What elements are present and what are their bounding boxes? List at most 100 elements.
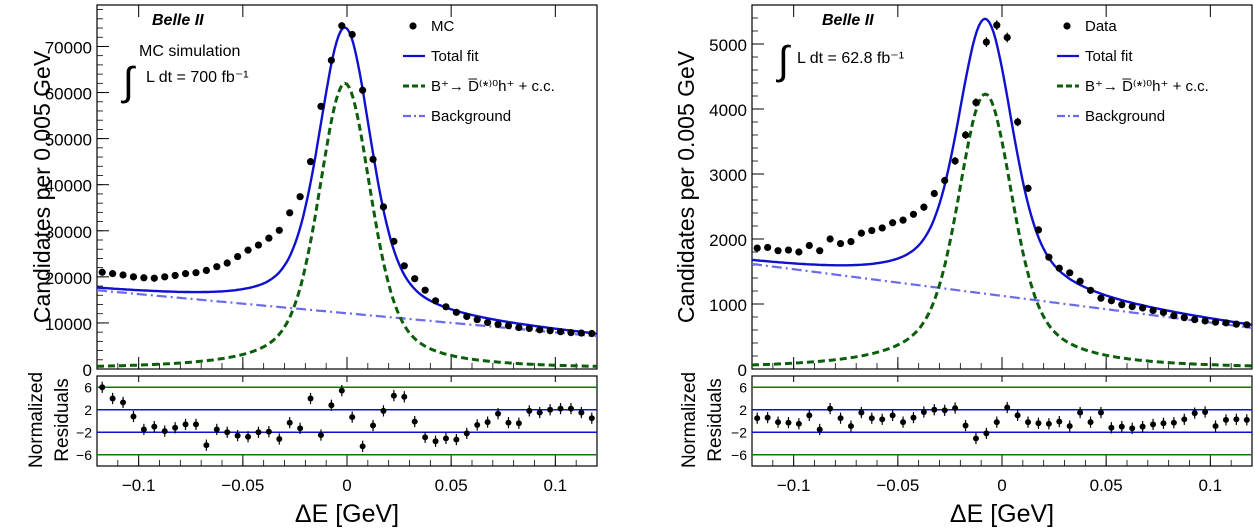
data-point: [1107, 297, 1115, 305]
data-point: [265, 234, 273, 242]
residual-point: [99, 384, 106, 391]
residual-point: [172, 424, 179, 431]
data-point: [515, 323, 523, 332]
residual-tick-label: 2: [84, 402, 92, 418]
data-point: [327, 56, 335, 64]
residual-point: [920, 409, 927, 415]
residual-point: [858, 409, 865, 416]
residual-tick-label: 6: [739, 379, 747, 395]
data-point: [1149, 306, 1157, 315]
data-point: [421, 286, 429, 294]
x-tick-label: 0.1: [544, 476, 568, 495]
residual-point: [1150, 421, 1157, 428]
data-point: [463, 312, 471, 321]
residual-point: [1004, 404, 1011, 411]
residual-tick-label: −6: [731, 447, 747, 463]
residual-point: [255, 429, 262, 436]
data-point: [306, 158, 315, 166]
data-point: [359, 86, 367, 94]
data-point: [452, 308, 460, 316]
residual-point: [390, 392, 397, 399]
residual-point: [1108, 424, 1115, 431]
luminosity-line-1: L dt = 62.8 fb⁻¹: [797, 50, 904, 67]
data-point: [805, 241, 813, 250]
data-point: [109, 270, 117, 278]
residual-point: [764, 414, 771, 421]
data-point: [1066, 269, 1074, 277]
data-point: [150, 274, 158, 282]
chart-panel-2: 0 1000 2000 3000 4000 5000 −0.1 −0.05 0 0.05 0.1 ΔE…: [673, 4, 1253, 528]
data-point: [254, 241, 263, 249]
residual-point: [775, 419, 782, 426]
residual-axis-label-line2: Residuals: [52, 378, 73, 461]
residual-point: [1222, 416, 1229, 423]
residual-point: [547, 406, 554, 413]
luminosity-line-1: MC simulation: [139, 43, 240, 60]
data-point: [1201, 317, 1209, 325]
y-tick-label: 20000: [45, 269, 92, 288]
residual-point: [816, 426, 823, 433]
x-tick-label: 0.05: [1090, 476, 1123, 495]
data-point: [868, 226, 876, 235]
residual-tick-label: −2: [731, 424, 747, 440]
residual-point: [307, 395, 314, 402]
residual-point: [1066, 423, 1073, 430]
data-point: [982, 38, 990, 46]
data-point: [275, 226, 283, 234]
residual-point: [931, 406, 938, 413]
data-point: [411, 275, 419, 283]
data-point: [379, 203, 388, 211]
data-point: [213, 263, 221, 271]
data-point: [1128, 303, 1136, 311]
data-point: [192, 269, 200, 277]
residual-point: [962, 422, 969, 429]
residual-point: [203, 442, 210, 449]
residual-point: [910, 414, 917, 421]
residual-point: [847, 423, 854, 430]
data-point: [1232, 320, 1240, 328]
x-tick-label: −0.05: [876, 476, 919, 495]
background-curve: [751, 262, 1253, 329]
legend-label: Background: [431, 108, 511, 125]
y-tick-label: 50000: [45, 131, 92, 150]
data-point: [525, 324, 533, 333]
legend-marker: [409, 22, 417, 30]
legend-label: Data: [1085, 18, 1117, 35]
data-point: [473, 316, 481, 324]
data-point: [784, 246, 793, 254]
y-axis-label: Candidates per 0.005 GeV: [673, 50, 699, 323]
y-tick-label: 3000: [709, 166, 747, 185]
data-point: [764, 243, 772, 252]
data-point: [348, 30, 356, 39]
residual-point: [338, 387, 345, 394]
residual-point: [140, 426, 147, 433]
residual-point: [245, 433, 252, 440]
residual-point: [359, 443, 366, 450]
data-point: [234, 252, 242, 261]
data-point: [1159, 308, 1168, 317]
x-tick-label: −0.05: [221, 476, 264, 495]
data-point: [753, 244, 761, 252]
residual-point: [1170, 419, 1177, 426]
data-point: [857, 229, 865, 237]
residual-point: [972, 435, 979, 442]
data-point: [577, 329, 585, 337]
data-point: [202, 266, 210, 274]
data-point: [567, 329, 575, 337]
residual-point: [1014, 412, 1021, 419]
data-point: [484, 318, 492, 327]
residual-point: [151, 423, 158, 430]
data-point: [899, 216, 907, 224]
data-point: [317, 102, 325, 110]
data-point: [536, 326, 544, 334]
data-point: [1055, 264, 1063, 272]
residual-point: [495, 410, 502, 417]
data-point: [795, 248, 803, 256]
integral-sign: ∫: [776, 39, 792, 83]
data-point: [1034, 226, 1043, 234]
y-tick-label: 1000: [709, 296, 747, 315]
data-point: [546, 327, 554, 335]
residual-point: [120, 399, 127, 406]
residual-point: [161, 428, 168, 435]
data-point: [369, 155, 377, 163]
